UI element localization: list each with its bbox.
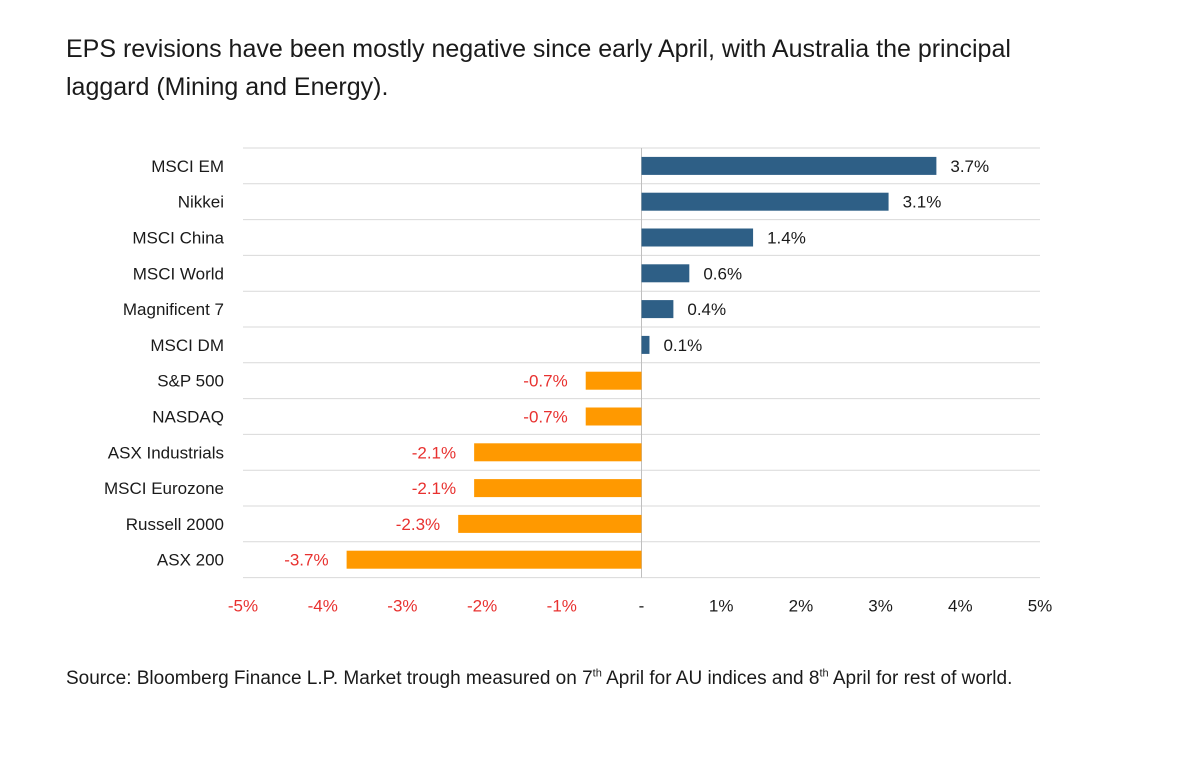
source-text-2: April for AU indices and 8: [601, 668, 820, 689]
category-label: Nikkei: [178, 193, 224, 212]
data-label: 3.7%: [950, 157, 989, 176]
x-tick-label: -1%: [547, 597, 577, 616]
x-tick-label: -2%: [467, 597, 497, 616]
data-label: 0.1%: [663, 336, 702, 355]
data-label: 0.4%: [687, 300, 726, 319]
data-label: -0.7%: [523, 408, 567, 427]
bar: [641, 335, 650, 354]
bar: [641, 156, 937, 175]
source-sup-1: th: [592, 667, 602, 680]
data-label: -2.3%: [396, 515, 440, 534]
bar: [474, 479, 642, 498]
data-label: -2.1%: [412, 443, 456, 462]
chart-title: EPS revisions have been mostly negative …: [66, 35, 1011, 101]
source-text-1: Source: Bloomberg Finance L.P. Market tr…: [66, 668, 593, 689]
data-label: 3.1%: [903, 193, 942, 212]
source-text-3: April for rest of world.: [828, 668, 1013, 689]
bar: [474, 443, 642, 462]
bar: [641, 300, 674, 319]
source-sup-2: th: [819, 667, 829, 680]
category-label: Russell 2000: [126, 515, 224, 534]
x-tick-label: 5%: [1028, 597, 1053, 616]
category-label: ASX 200: [157, 551, 224, 570]
category-label: S&P 500: [157, 372, 224, 391]
bar: [641, 192, 889, 211]
x-tick-label: 1%: [709, 597, 734, 616]
category-label: MSCI DM: [150, 336, 224, 355]
category-label: MSCI EM: [151, 157, 224, 176]
category-label: MSCI World: [133, 264, 224, 283]
bar: [585, 407, 642, 426]
data-label: 1.4%: [767, 229, 806, 248]
category-label: NASDAQ: [152, 408, 224, 427]
x-tick-label: -3%: [387, 597, 417, 616]
category-label: Magnificent 7: [123, 300, 224, 319]
bar: [346, 550, 642, 569]
data-label: -2.1%: [412, 479, 456, 498]
x-tick-label: -4%: [308, 597, 338, 616]
category-label: MSCI China: [132, 229, 224, 248]
bar: [641, 228, 754, 247]
bar: [641, 264, 690, 283]
x-tick-label: 2%: [789, 597, 814, 616]
bar: [458, 514, 642, 533]
data-label: 0.6%: [703, 264, 742, 283]
source-note: Source: Bloomberg Finance L.P. Market tr…: [66, 664, 1126, 694]
eps-revisions-chart: MSCI EM 3.7% Nikkei 3.1% MSCI China 1.4% MSCI …: [104, 147, 1053, 616]
bar: [585, 371, 642, 390]
x-tick-label: -: [639, 597, 645, 616]
x-tick-label: -5%: [228, 597, 258, 616]
data-label: -0.7%: [523, 372, 567, 391]
category-label: ASX Industrials: [108, 443, 224, 462]
data-label: -3.7%: [284, 551, 328, 570]
x-tick-label: 3%: [868, 597, 893, 616]
category-label: MSCI Eurozone: [104, 479, 224, 498]
x-tick-label: 4%: [948, 597, 973, 616]
